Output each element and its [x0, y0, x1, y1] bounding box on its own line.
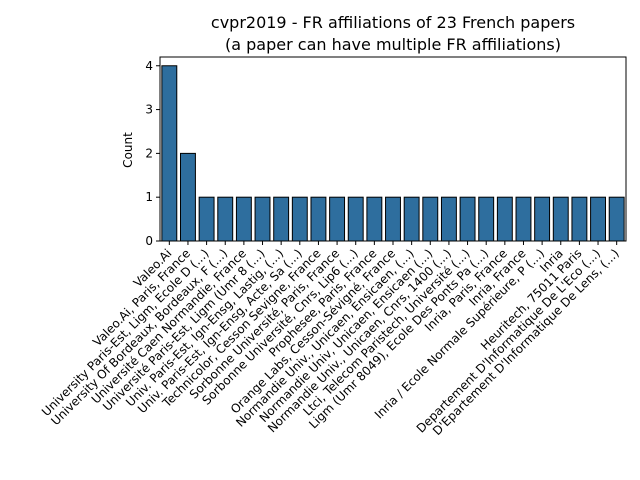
chart-subtitle: (a paper can have multiple FR affiliatio… — [225, 35, 561, 54]
bar — [235, 196, 252, 242]
y-axis: 0 1 2 3 4 — [145, 59, 160, 248]
bar — [161, 65, 178, 242]
bar — [180, 152, 196, 242]
plot-frame — [159, 56, 627, 242]
bar — [496, 196, 513, 242]
bars-group — [161, 65, 625, 242]
y-tick-label: 0 — [145, 234, 153, 248]
bar — [329, 196, 346, 242]
bar — [440, 196, 457, 242]
y-tick-label: 2 — [145, 146, 153, 160]
y-tick-label: 4 — [145, 59, 153, 73]
bar — [310, 196, 327, 242]
bar — [571, 196, 588, 242]
y-tick-label: 1 — [145, 190, 153, 204]
bar — [366, 196, 383, 242]
bar — [403, 196, 420, 242]
bar — [385, 196, 401, 242]
bar — [552, 196, 569, 242]
y-axis-label: Count — [121, 132, 135, 168]
bar — [347, 196, 364, 242]
bar — [478, 196, 495, 242]
bar — [534, 196, 551, 242]
chart-title: cvpr2019 - FR affiliations of 23 French … — [211, 13, 575, 32]
bar — [608, 196, 625, 242]
bar — [198, 196, 215, 242]
bar — [590, 196, 606, 242]
bar — [273, 196, 290, 242]
bar — [459, 196, 476, 242]
y-tick-label: 3 — [145, 103, 153, 117]
bar — [422, 196, 439, 242]
bar — [515, 196, 532, 242]
bar — [254, 196, 271, 242]
bar — [291, 196, 308, 242]
bar — [217, 196, 234, 242]
